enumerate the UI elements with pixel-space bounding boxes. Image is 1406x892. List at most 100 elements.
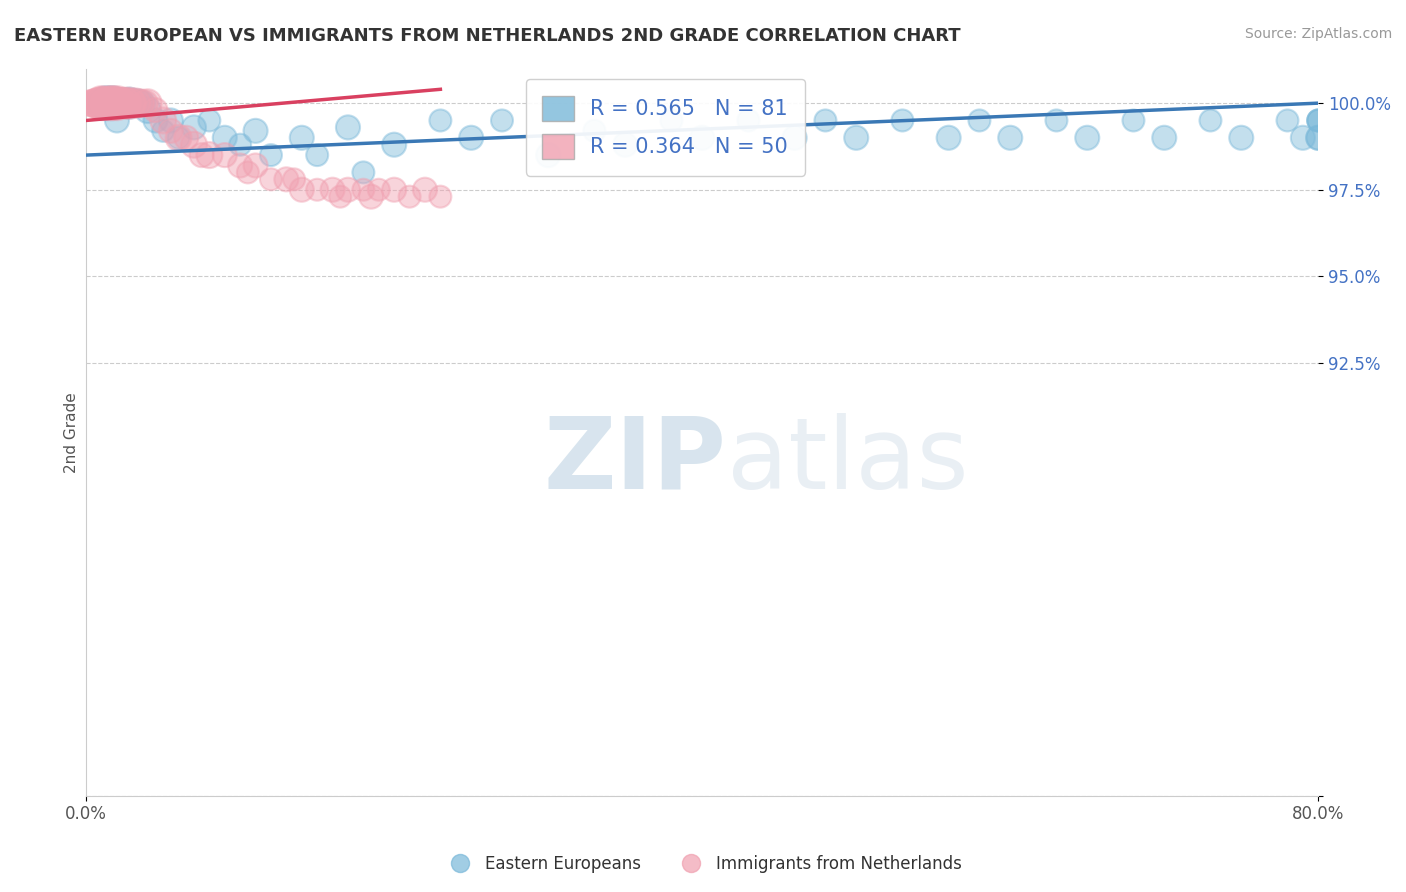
Point xyxy=(160,113,183,128)
Point xyxy=(1308,113,1330,128)
Point xyxy=(352,183,374,197)
Point xyxy=(1308,113,1330,128)
Point xyxy=(1277,113,1299,128)
Point xyxy=(115,96,138,111)
Point xyxy=(122,96,145,111)
Legend: Eastern Europeans, Immigrants from Netherlands: Eastern Europeans, Immigrants from Nethe… xyxy=(437,848,969,880)
Point xyxy=(1000,130,1022,145)
Point xyxy=(291,183,314,197)
Y-axis label: 2nd Grade: 2nd Grade xyxy=(65,392,79,473)
Point xyxy=(1308,130,1330,145)
Point xyxy=(112,96,135,111)
Point xyxy=(134,96,156,111)
Point xyxy=(96,96,118,111)
Point xyxy=(291,130,314,145)
Point xyxy=(104,96,127,111)
Point xyxy=(121,96,143,111)
Point xyxy=(1292,130,1315,145)
Legend: R = 0.565   N = 81, R = 0.364   N = 50: R = 0.565 N = 81, R = 0.364 N = 50 xyxy=(526,78,804,176)
Point xyxy=(105,96,128,111)
Point xyxy=(101,96,124,111)
Point xyxy=(107,96,129,111)
Point xyxy=(737,113,759,128)
Point xyxy=(105,96,128,111)
Point xyxy=(198,148,221,162)
Point xyxy=(77,96,100,111)
Point xyxy=(245,124,267,138)
Point xyxy=(276,172,298,186)
Point xyxy=(183,120,205,135)
Point xyxy=(661,113,683,128)
Point xyxy=(382,137,405,152)
Point xyxy=(1199,113,1222,128)
Point xyxy=(110,96,132,111)
Point xyxy=(307,148,329,162)
Point xyxy=(152,113,174,128)
Point xyxy=(80,96,103,111)
Point xyxy=(118,96,141,111)
Point xyxy=(80,96,103,111)
Point xyxy=(86,96,108,111)
Point xyxy=(283,172,305,186)
Text: EASTERN EUROPEAN VS IMMIGRANTS FROM NETHERLANDS 2ND GRADE CORRELATION CHART: EASTERN EUROPEAN VS IMMIGRANTS FROM NETH… xyxy=(14,27,960,45)
Point xyxy=(117,96,139,111)
Point xyxy=(121,96,143,111)
Text: Source: ZipAtlas.com: Source: ZipAtlas.com xyxy=(1244,27,1392,41)
Point xyxy=(360,189,382,203)
Point xyxy=(260,172,283,186)
Point xyxy=(108,96,131,111)
Point xyxy=(91,96,114,111)
Point xyxy=(352,165,374,179)
Point xyxy=(76,96,98,111)
Point xyxy=(167,130,190,145)
Point xyxy=(1308,130,1330,145)
Point xyxy=(83,96,105,111)
Point xyxy=(93,96,115,111)
Text: ZIP: ZIP xyxy=(544,413,727,509)
Point xyxy=(938,130,960,145)
Point xyxy=(322,183,344,197)
Point xyxy=(105,113,128,128)
Point xyxy=(537,148,560,162)
Point xyxy=(120,96,142,111)
Point xyxy=(329,189,352,203)
Point xyxy=(98,96,121,111)
Point xyxy=(132,96,155,111)
Point xyxy=(110,96,132,111)
Point xyxy=(129,96,152,111)
Point xyxy=(891,113,914,128)
Point xyxy=(236,165,259,179)
Point xyxy=(214,130,236,145)
Point xyxy=(690,130,713,145)
Point xyxy=(90,96,112,111)
Point xyxy=(413,183,436,197)
Point xyxy=(307,183,329,197)
Point xyxy=(245,159,267,173)
Point xyxy=(101,96,124,111)
Point xyxy=(429,113,451,128)
Point xyxy=(129,96,152,111)
Point xyxy=(115,96,138,111)
Point xyxy=(1045,113,1067,128)
Point xyxy=(198,113,221,128)
Point xyxy=(845,130,868,145)
Point xyxy=(107,96,129,111)
Point xyxy=(1076,130,1098,145)
Point xyxy=(491,113,513,128)
Point xyxy=(82,96,104,111)
Point xyxy=(336,120,359,135)
Point xyxy=(814,113,837,128)
Point xyxy=(190,148,212,162)
Point xyxy=(167,130,190,145)
Point xyxy=(87,96,110,111)
Point xyxy=(382,183,405,197)
Point xyxy=(460,130,482,145)
Point xyxy=(103,96,125,111)
Point xyxy=(84,96,107,111)
Point xyxy=(1153,130,1175,145)
Point xyxy=(214,148,236,162)
Point xyxy=(114,96,136,111)
Point xyxy=(1230,130,1253,145)
Point xyxy=(104,96,127,111)
Point xyxy=(398,189,420,203)
